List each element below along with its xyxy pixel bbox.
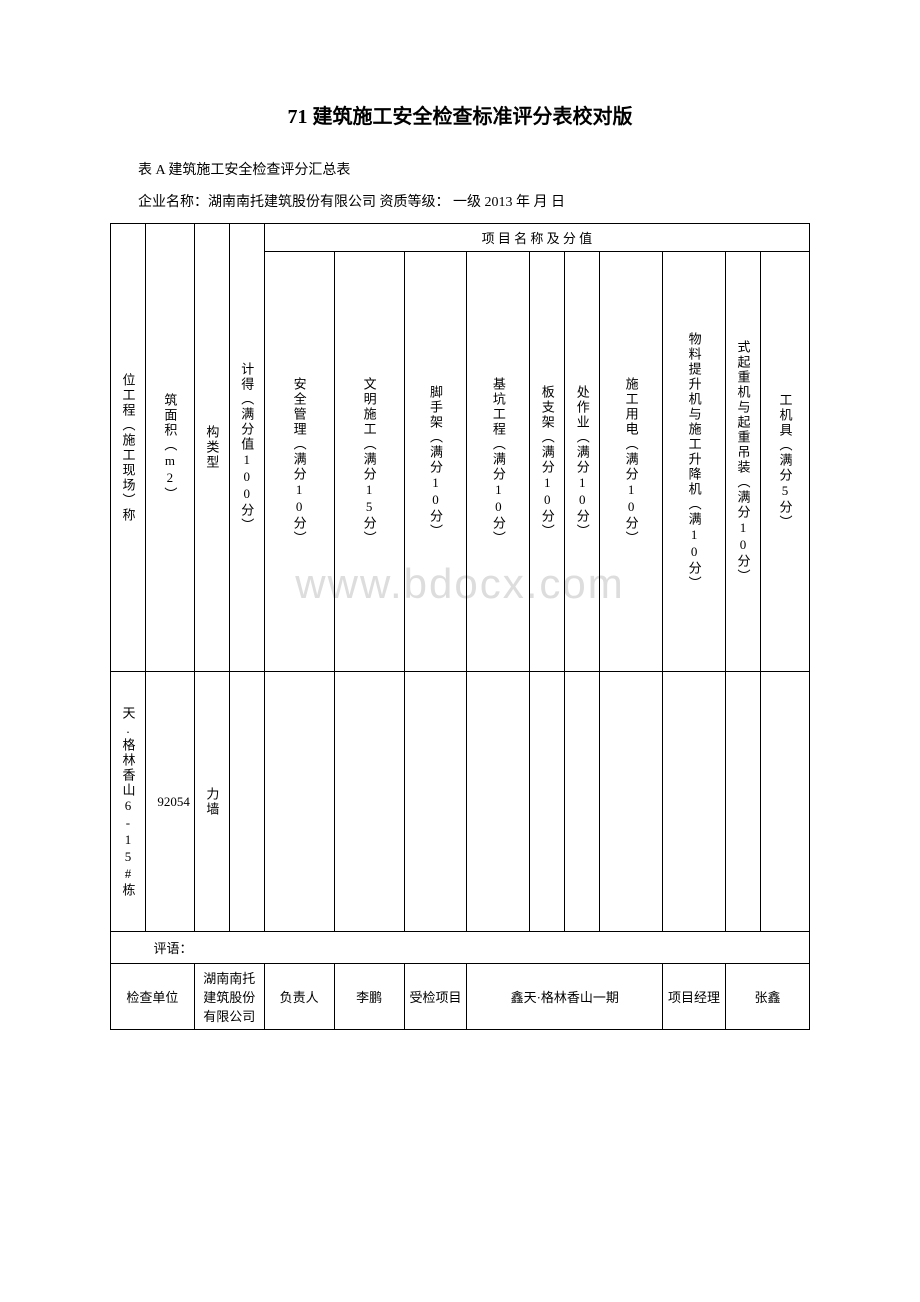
cell-c12	[663, 672, 726, 932]
cell-c13	[726, 672, 761, 932]
table-label: 表 A 建筑施工安全检查评分汇总表	[110, 159, 810, 179]
footer-inspect-unit-label: 检查单位	[111, 964, 195, 1030]
cell-c7	[404, 672, 467, 932]
cell-c10	[565, 672, 600, 932]
qualification-label: 资质等级：	[376, 195, 453, 210]
cell-project-name: 天.格林香山6-15#栋	[111, 672, 146, 932]
col-structure: 构类型	[194, 224, 229, 672]
footer-inspect-unit-value: 湖南南托建筑股份有限公司	[194, 964, 264, 1030]
comment-empty	[111, 932, 146, 964]
cell-c11	[600, 672, 663, 932]
cell-c6	[334, 672, 404, 932]
col-tools: 工机具（满分5分）	[760, 252, 809, 672]
comment-row: 评语：	[111, 932, 810, 964]
table-row: 天.格林香山6-15#栋 92054 力墙	[111, 672, 810, 932]
footer-manager-label: 项目经理	[663, 964, 726, 1030]
footer-responsible-value: 李鹏	[334, 964, 404, 1030]
col-scaffold: 脚手架（满分10分）	[404, 252, 467, 672]
comment-cell: 评语：	[145, 932, 809, 964]
col-safety-mgmt: 安全管理（满分10分）	[264, 252, 334, 672]
cell-c8	[467, 672, 530, 932]
footer-project-value: 鑫天·格林香山一期	[467, 964, 663, 1030]
col-group-header: 项 目 名 称 及 分 值	[264, 224, 809, 252]
col-area: 筑面积（m2）	[145, 224, 194, 672]
col-project-name: 位工程（施工现场）称	[111, 224, 146, 672]
col-highwork: 处作业（满分10分）	[565, 252, 600, 672]
cell-c14	[760, 672, 809, 932]
col-civilized: 文明施工（满分15分）	[334, 252, 404, 672]
cell-structure: 力墙	[194, 672, 229, 932]
footer-responsible-label: 负责人	[264, 964, 334, 1030]
cell-c5	[264, 672, 334, 932]
col-hoist: 物料提升机与施工升降机（满10分）	[663, 252, 726, 672]
table-header-group: 位工程（施工现场）称 筑面积（m2） 构类型 计得（满分值100分） 项 目 名…	[111, 224, 810, 252]
date-text: 2013 年 月 日	[481, 195, 565, 210]
col-pit: 基坑工程（满分10分）	[467, 252, 530, 672]
col-crane: 式起重机与起重吊装（满分10分）	[726, 252, 761, 672]
footer-row: 检查单位 湖南南托建筑股份有限公司 负责人 李鹏 受检项目 鑫天·格林香山一期 …	[111, 964, 810, 1030]
company-name: 湖南南托建筑股份有限公司	[208, 195, 376, 210]
cell-total	[229, 672, 264, 932]
qualification-level: 一级	[453, 195, 481, 210]
col-electric: 施工用电（满分10分）	[600, 252, 663, 672]
company-label: 企业名称：	[138, 195, 208, 210]
company-info: 企业名称：湖南南托建筑股份有限公司 资质等级： 一级 2013 年 月 日	[110, 191, 810, 211]
score-table: 位工程（施工现场）称 筑面积（m2） 构类型 计得（满分值100分） 项 目 名…	[110, 223, 810, 1030]
col-total-score: 计得（满分值100分）	[229, 224, 264, 672]
col-formwork: 板支架（满分10分）	[530, 252, 565, 672]
cell-c9	[530, 672, 565, 932]
footer-manager-value: 张鑫	[726, 964, 810, 1030]
document-title: 71 建筑施工安全检查标准评分表校对版	[110, 100, 810, 129]
footer-project-label: 受检项目	[404, 964, 467, 1030]
cell-area: 92054	[145, 672, 194, 932]
